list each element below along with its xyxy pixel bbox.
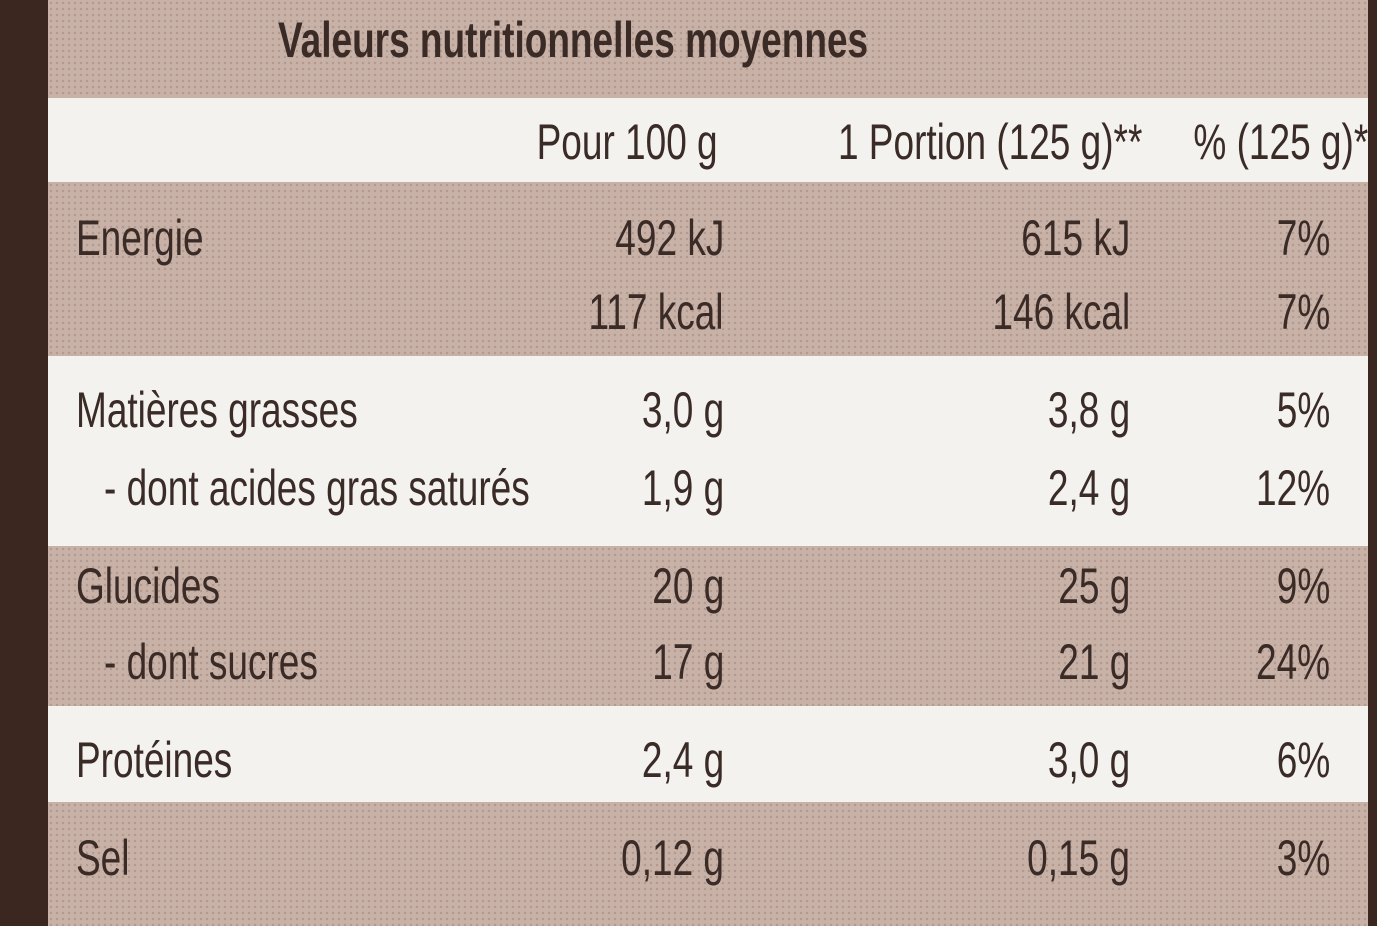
row-band	[48, 802, 1368, 926]
nutrient-value-text: 3,0 g	[1047, 732, 1130, 788]
header-band	[48, 98, 1368, 182]
nutrient-value-text: 615 kJ	[1020, 210, 1130, 266]
nutrient-label: Glucides	[76, 556, 271, 616]
row-band	[48, 706, 1368, 802]
nutrient-label-text: Sel	[76, 830, 130, 886]
nutrient-value: 9%	[1258, 556, 1330, 616]
nutrient-value-text: 5%	[1276, 382, 1330, 438]
nutrient-value-text: 9%	[1276, 558, 1330, 614]
table-title: Valeurs nutritionnelles moyennes	[278, 10, 1075, 70]
nutrient-value-text: 1,9 g	[641, 460, 724, 516]
row-band	[48, 182, 1368, 356]
nutrient-value: 0,12 g	[585, 828, 724, 888]
nutrient-label: Sel	[76, 828, 148, 888]
nutrient-value: 5%	[1258, 380, 1330, 440]
nutrient-value-text: 2,4 g	[641, 732, 724, 788]
nutrient-value-text: 12%	[1255, 460, 1330, 516]
nutrient-value: 7%	[1258, 282, 1330, 342]
column-header-text: % (125 g)*	[1193, 114, 1368, 170]
nutrient-label: Matières grasses	[76, 380, 457, 440]
title-text: Valeurs nutritionnelles moyennes	[278, 12, 869, 68]
nutrient-label-text: Matières grasses	[76, 382, 358, 438]
nutrient-value: 20 g	[627, 556, 724, 616]
nutrient-value: 3,0 g	[1019, 730, 1130, 790]
row-band	[48, 546, 1368, 706]
nutrient-value-text: 492 kJ	[614, 210, 724, 266]
nutrient-value: 17 g	[627, 632, 724, 692]
nutrient-value: 615 kJ	[983, 208, 1130, 268]
nutrient-label-text: Glucides	[76, 558, 220, 614]
nutrient-value-text: 146 kcal	[992, 284, 1130, 340]
nutrient-value: 1,9 g	[613, 458, 724, 518]
nutrient-label-text: - dont sucres	[104, 634, 318, 690]
nutrient-value-text: 2,4 g	[1047, 460, 1130, 516]
nutrient-value-text: 0,12 g	[621, 830, 724, 886]
nutrient-value-text: 17 g	[651, 634, 724, 690]
nutrient-label-text: Energie	[76, 210, 204, 266]
nutrient-value: 0,15 g	[991, 828, 1130, 888]
nutrient-label: - dont sucres	[104, 632, 393, 692]
nutrient-value: 146 kcal	[944, 282, 1130, 342]
title-band	[48, 0, 1368, 98]
nutrient-value: 3%	[1258, 828, 1330, 888]
nutrient-value-text: 3,0 g	[641, 382, 724, 438]
nutrient-label-text: Protéines	[76, 732, 233, 788]
nutrient-label-text: - dont acides gras saturés	[104, 460, 530, 516]
nutrient-value-text: 117 kcal	[588, 284, 724, 340]
nutrient-value: 24%	[1230, 632, 1330, 692]
nutrient-value: 12%	[1230, 458, 1330, 518]
nutrient-label: Energie	[76, 208, 248, 268]
nutrient-value: 2,4 g	[1019, 458, 1130, 518]
nutrient-value: 7%	[1258, 208, 1330, 268]
nutrient-value-text: 0,15 g	[1027, 830, 1130, 886]
nutrient-label: - dont acides gras saturés	[104, 458, 679, 518]
nutrient-value-text: 7%	[1276, 284, 1330, 340]
nutrient-value: 21 g	[1033, 632, 1130, 692]
nutrient-value: 2,4 g	[613, 730, 724, 790]
row-band	[48, 356, 1368, 546]
column-header: 1 Portion (125 g)**	[731, 112, 1142, 172]
nutrient-value-text: 25 g	[1057, 558, 1130, 614]
nutrient-value-text: 3%	[1276, 830, 1330, 886]
nutrient-value-text: 24%	[1255, 634, 1330, 690]
nutrient-value: 25 g	[1033, 556, 1130, 616]
nutrient-value: 492 kJ	[577, 208, 724, 268]
nutrient-value: 3,0 g	[613, 380, 724, 440]
column-header-text: 1 Portion (125 g)**	[837, 114, 1142, 170]
nutrient-value: 3,8 g	[1019, 380, 1130, 440]
nutrient-value: 6%	[1258, 730, 1330, 790]
nutrient-value-text: 7%	[1276, 210, 1330, 266]
column-header: % (125 g)*	[1132, 112, 1368, 172]
nutrient-value-text: 21 g	[1057, 634, 1130, 690]
nutrient-label: Protéines	[76, 730, 287, 790]
nutrient-value-text: 3,8 g	[1047, 382, 1130, 438]
nutrient-value-text: 20 g	[651, 558, 724, 614]
nutrient-value: 117 kcal	[541, 282, 724, 342]
column-header: Pour 100 g	[473, 112, 718, 172]
column-header-text: Pour 100 g	[536, 114, 718, 170]
nutrient-value-text: 6%	[1276, 732, 1330, 788]
